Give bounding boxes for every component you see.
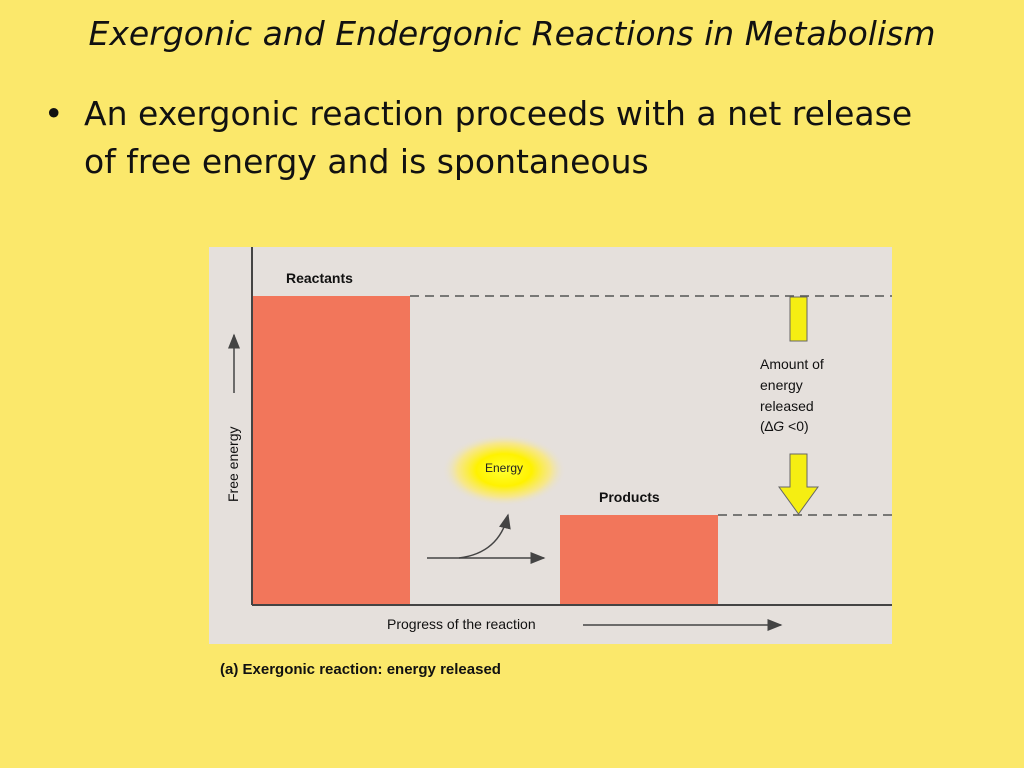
y-axis-label: Free energy	[225, 427, 241, 502]
delta-g-condition: <0)	[784, 418, 809, 434]
bullet-text: An exergonic reaction proceeds with a ne…	[84, 94, 913, 181]
release-label-line-3: released	[760, 398, 814, 414]
release-arrow-icon	[778, 453, 819, 515]
reactants-label: Reactants	[286, 270, 353, 286]
release-arrow-shaft-top	[789, 296, 808, 342]
energy-glow	[442, 434, 566, 506]
delta-g-variable: G	[773, 418, 784, 434]
release-label: Amount of energy released (∆G <0)	[760, 356, 828, 434]
energy-release-arrow	[458, 513, 511, 559]
exergonic-diagram: Reactants Products Energy Free energy Pr…	[209, 247, 892, 644]
delta-g-open: (	[760, 418, 765, 434]
products-label: Products	[599, 489, 660, 505]
delta-symbol: ∆	[765, 418, 774, 434]
slide-title: Exergonic and Endergonic Reactions in Me…	[88, 14, 936, 53]
figure-caption: (a) Exergonic reaction: energy released	[220, 661, 501, 678]
products-bar	[560, 515, 718, 604]
release-label-line-1: Amount of	[760, 356, 824, 372]
bullet-dot-icon: •	[44, 94, 64, 133]
energy-label: Energy	[485, 461, 523, 475]
diagram-svg: Reactants Products Energy Free energy Pr…	[209, 247, 892, 644]
reactants-bar	[253, 296, 410, 604]
release-label-line-2: energy	[760, 377, 803, 393]
x-axis-label: Progress of the reaction	[387, 616, 536, 632]
